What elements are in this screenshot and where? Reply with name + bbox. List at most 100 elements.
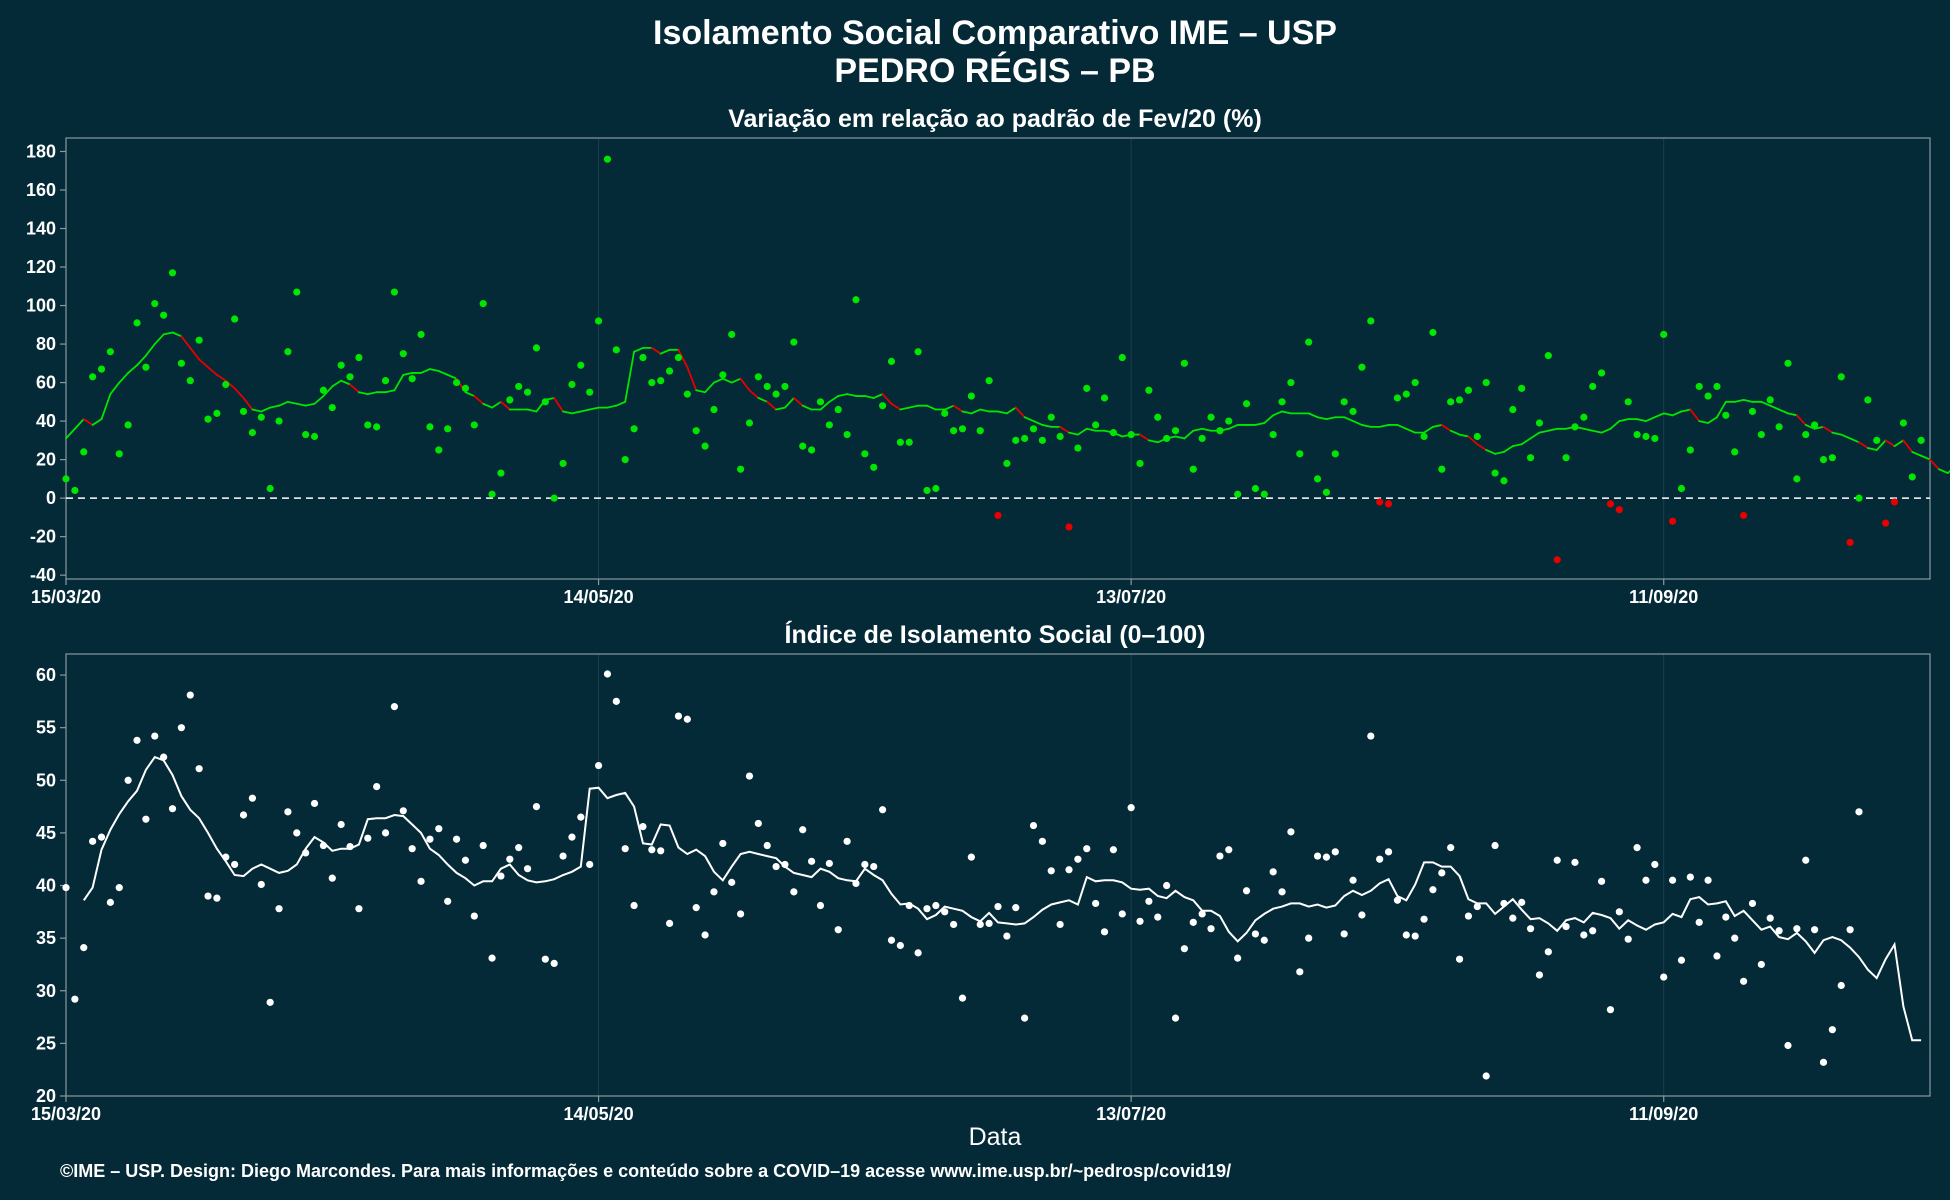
moving-average-segment [100, 393, 112, 421]
data-point [674, 712, 683, 720]
moving-average-segment [1325, 416, 1337, 421]
moving-average-segment [153, 333, 165, 345]
data-point [958, 425, 967, 433]
moving-average-segment [943, 404, 955, 411]
data-point [710, 888, 718, 896]
moving-average-segment [127, 364, 138, 374]
moving-average-segment [82, 418, 94, 426]
data-point [124, 776, 132, 784]
data-point [1029, 821, 1038, 830]
data-point [958, 994, 967, 1002]
data-point [1544, 948, 1552, 956]
data-point [905, 901, 913, 910]
data-point [568, 833, 576, 841]
moving-average-segment [1653, 412, 1665, 419]
data-point [870, 463, 878, 471]
data-point [559, 459, 567, 468]
moving-average-segment [500, 400, 511, 411]
moving-average-segment [695, 389, 706, 394]
data-point [612, 697, 620, 705]
data-point [1171, 1014, 1180, 1022]
data-point [816, 901, 825, 910]
data-point [1171, 427, 1180, 435]
data-point [1136, 459, 1144, 468]
data-point [488, 954, 496, 962]
data-point [763, 382, 771, 391]
data-point [994, 511, 1002, 520]
data-point [559, 852, 567, 860]
data-point [523, 388, 532, 396]
data-point [896, 438, 904, 446]
data-point [1251, 930, 1260, 938]
data-point [1145, 386, 1153, 394]
moving-average-segment [1263, 414, 1275, 424]
data-point [293, 829, 301, 837]
data-point [115, 884, 123, 892]
moving-average-segment [1760, 400, 1772, 407]
data-point [728, 878, 736, 886]
data-point [1597, 369, 1606, 377]
data-point [1109, 846, 1117, 854]
data-point [1367, 317, 1375, 325]
moving-average-segment [1343, 416, 1354, 422]
moving-average-segment [1503, 445, 1514, 453]
data-point [1180, 359, 1188, 367]
data-point [1908, 473, 1916, 481]
data-point [1127, 430, 1135, 439]
data-point [1899, 419, 1907, 427]
data-point [532, 802, 541, 811]
data-point [417, 330, 425, 339]
data-point [719, 839, 727, 848]
moving-average-segment [890, 402, 902, 411]
moving-average-segment [624, 350, 635, 403]
data-point [1003, 459, 1011, 468]
data-point [1917, 436, 1925, 444]
x-tick-label: 13/07/20 [1096, 587, 1166, 607]
data-point [532, 344, 541, 352]
moving-average-segment [961, 410, 973, 415]
chart-title: Isolamento Social Comparativo IME – USP [653, 14, 1337, 52]
data-point [1029, 425, 1038, 433]
data-point [275, 417, 283, 425]
data-point [683, 715, 691, 723]
data-point [1544, 352, 1552, 360]
y-tick-label: 160 [26, 180, 56, 200]
data-point [426, 835, 434, 843]
data-point [1429, 886, 1437, 894]
moving-average-segment [571, 410, 582, 415]
data-point [1642, 876, 1650, 884]
data-point [834, 405, 842, 414]
data-point [1234, 954, 1242, 962]
moving-average-segment [1547, 427, 1559, 432]
data-point [310, 432, 319, 441]
data-point [879, 402, 887, 410]
data-point [1331, 848, 1339, 856]
data-point [674, 353, 683, 362]
data-point [1757, 960, 1765, 969]
x-tick-label: 15/03/20 [31, 587, 101, 607]
data-point [1038, 837, 1046, 845]
moving-average-segment [1192, 427, 1204, 432]
data-point [816, 398, 825, 406]
moving-average-segment [1707, 416, 1718, 424]
data-point [231, 315, 239, 323]
moving-average-segment [1946, 469, 1950, 474]
data-point [390, 288, 399, 296]
data-point [541, 955, 549, 963]
moving-average-segment [1449, 429, 1461, 436]
data-point [1216, 852, 1224, 860]
data-point [1677, 956, 1686, 964]
data-point [905, 438, 913, 446]
data-point [976, 920, 984, 929]
data-point [1455, 396, 1464, 404]
moving-average-segment [1378, 424, 1390, 428]
moving-average-segment [615, 400, 627, 407]
data-point [124, 421, 132, 429]
moving-average-segment [1405, 427, 1417, 434]
moving-average-segment [1538, 429, 1550, 434]
data-point [62, 475, 70, 483]
data-point [710, 405, 718, 414]
data-point [97, 365, 106, 373]
moving-average-segment [118, 372, 130, 384]
data-point [1180, 945, 1188, 953]
